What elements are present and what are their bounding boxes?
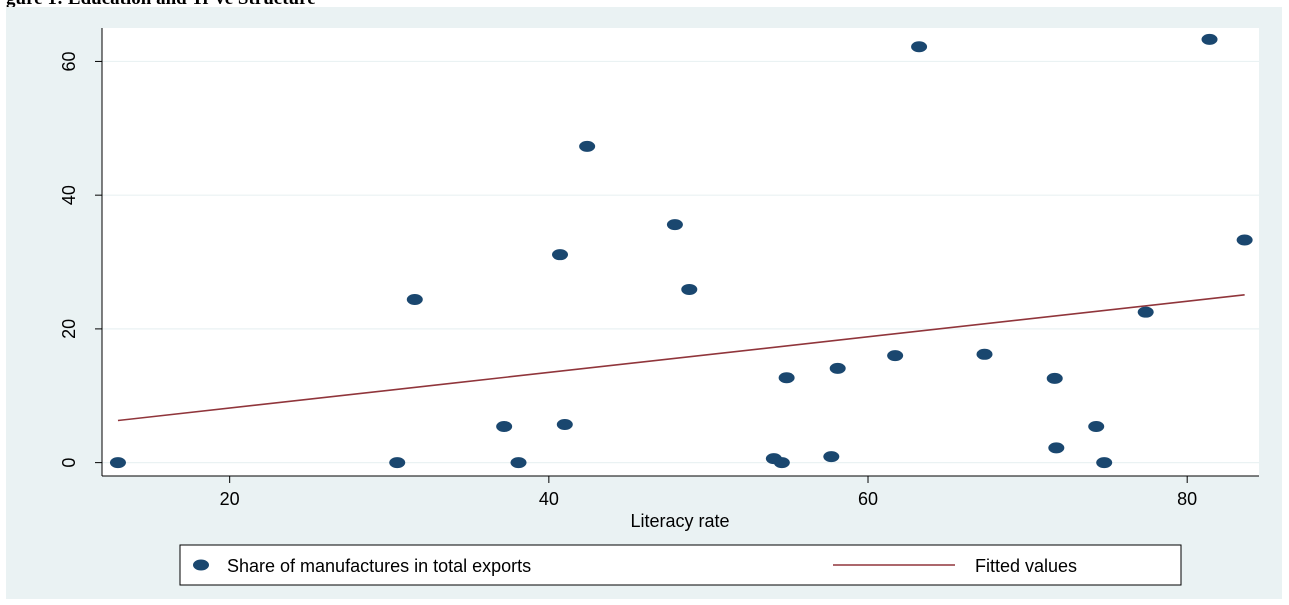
scatter-point — [829, 362, 846, 374]
scatter-point — [496, 421, 513, 433]
scatter-point — [1201, 33, 1218, 45]
scatter-point — [579, 140, 596, 152]
axes: 0 20 40 60 20 40 60 80 — [59, 28, 1259, 509]
scatter-point — [1088, 421, 1105, 433]
scatter-point — [887, 350, 904, 362]
x-tick-label: 40 — [539, 489, 559, 509]
fitted-line-layer — [117, 293, 1245, 422]
scatter-points — [109, 33, 1253, 469]
scatter-point — [1137, 306, 1154, 318]
scatter-point — [666, 219, 683, 231]
y-tick-label: 20 — [59, 319, 79, 339]
scatter-point — [406, 293, 423, 305]
x-axis-label: Literacy rate — [630, 511, 729, 531]
plot-area — [102, 28, 1259, 476]
legend: Share of manufactures in total exports F… — [179, 544, 1182, 586]
scatter-point — [109, 457, 126, 469]
legend-label-fitted: Fitted values — [975, 556, 1077, 576]
scatter-point — [1048, 442, 1065, 454]
grid-lines — [102, 60, 1259, 464]
scatter-point — [823, 451, 840, 463]
scatter-point — [389, 457, 406, 469]
legend-marker-scatter — [193, 559, 209, 571]
scatter-point — [1236, 234, 1253, 246]
scatter-point — [510, 457, 527, 469]
scatter-point — [976, 348, 993, 360]
y-tick-label: 0 — [59, 458, 79, 468]
figure-caption-fragment: gure 1: Education and Tr ve Structure — [6, 0, 316, 10]
x-tick-label: 60 — [858, 489, 878, 509]
x-tick-label: 80 — [1177, 489, 1197, 509]
fitted-values-line — [117, 293, 1245, 422]
y-tick-label: 60 — [59, 51, 79, 71]
scatter-point — [552, 249, 569, 261]
legend-label-scatter: Share of manufactures in total exports — [227, 556, 531, 576]
scatter-point — [556, 419, 573, 431]
scatter-point — [1096, 457, 1113, 469]
x-tick-label: 20 — [220, 489, 240, 509]
scatter-point — [1046, 372, 1063, 384]
scatter-point — [773, 457, 790, 469]
scatter-point — [911, 41, 928, 53]
legend-box — [179, 544, 1182, 586]
scatter-point — [778, 372, 795, 384]
y-tick-label: 40 — [59, 185, 79, 205]
scatter-point — [681, 283, 698, 295]
